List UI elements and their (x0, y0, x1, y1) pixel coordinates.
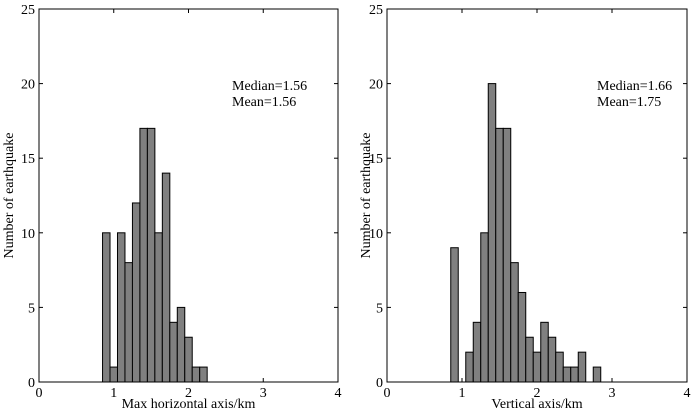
x-tick-label: 4 (335, 386, 342, 401)
x-tick-label: 2 (185, 386, 192, 401)
bars (102, 127, 208, 383)
bar-11 (540, 321, 549, 383)
annotation-median: Median=1.66 (597, 79, 672, 94)
bar-3 (124, 262, 133, 383)
bar-1 (465, 351, 474, 383)
x-tick-label: 4 (684, 386, 691, 401)
x-tick-label: 3 (260, 386, 267, 401)
x-tick-label: 1 (110, 386, 117, 401)
histogram-vertical-axis: 0 5 10 15 20 25 0 1 2 3 4 Median=1.66 Mean=1.75 V… (359, 3, 691, 412)
bar-9 (525, 336, 534, 383)
y-axis-label: Number of earthquake (359, 133, 374, 259)
y-tick-label: 20 (369, 78, 383, 93)
annotation-mean: Mean=1.56 (232, 95, 296, 110)
axis-ticks (386, 8, 688, 383)
bar-5 (139, 127, 148, 383)
bar-1 (109, 366, 118, 383)
y-tick-label: 5 (28, 301, 35, 316)
y-tick-label: 5 (376, 301, 383, 316)
x-tick-label: 1 (459, 386, 466, 401)
bar-7 (154, 232, 163, 383)
x-tick-labels: 0 1 2 3 4 (384, 386, 691, 401)
bar-17 (592, 366, 602, 383)
bar-10 (176, 306, 186, 383)
bar-6 (502, 127, 512, 383)
bar-2 (472, 321, 482, 383)
bar-3 (480, 232, 489, 383)
annotation-median: Median=1.56 (232, 79, 307, 94)
bar-0 (102, 232, 111, 383)
annotation-mean: Mean=1.75 (597, 95, 661, 110)
x-axis-label: Vertical axis/km (491, 397, 582, 412)
bar-11 (184, 336, 193, 383)
y-tick-label: 15 (21, 152, 35, 167)
y-tick-label: 20 (21, 78, 35, 93)
y-tick-label: 0 (376, 376, 383, 391)
bar-12 (191, 366, 201, 383)
y-tick-label: 10 (21, 227, 35, 242)
bar-4 (487, 83, 497, 383)
bar-4 (131, 202, 141, 383)
bar-9 (169, 321, 178, 383)
bar-6 (146, 127, 156, 383)
bar-8 (517, 291, 527, 383)
y-tick-labels: 0 5 10 15 20 25 (21, 3, 35, 391)
x-tick-label: 3 (609, 386, 616, 401)
bar-7 (510, 262, 519, 383)
histogram-max-horizontal-axis: 0 5 10 15 20 25 0 1 2 3 4 Median=1.56 Mean=1.56 M… (2, 3, 342, 412)
x-tick-label: 0 (384, 386, 391, 401)
axes-frame (38, 8, 339, 383)
bar-5 (495, 127, 504, 383)
bar-13 (199, 366, 208, 383)
bar-14 (562, 366, 572, 383)
bar-16 (577, 351, 587, 383)
bar-10 (532, 351, 542, 383)
bar-13 (555, 351, 564, 383)
x-axis-label: Max horizontal axis/km (122, 397, 256, 412)
x-tick-label: 0 (36, 386, 43, 401)
y-tick-labels: 0 5 10 15 20 25 (369, 3, 383, 391)
bar-15 (570, 366, 579, 383)
bar-8 (161, 172, 171, 383)
y-tick-label: 0 (28, 376, 35, 391)
y-axis-label: Number of earthquake (2, 133, 17, 259)
bar-12 (547, 336, 557, 383)
axes-frame (386, 8, 688, 383)
x-tick-label: 2 (534, 386, 541, 401)
bars (450, 83, 602, 383)
y-tick-label: 25 (369, 3, 383, 18)
axis-ticks (38, 8, 339, 383)
y-tick-label: 10 (369, 227, 383, 242)
bar-2 (116, 232, 126, 383)
x-tick-labels: 0 1 2 3 4 (36, 386, 342, 401)
y-tick-label: 25 (21, 3, 35, 18)
y-tick-label: 15 (369, 152, 383, 167)
bar-0 (450, 247, 459, 383)
